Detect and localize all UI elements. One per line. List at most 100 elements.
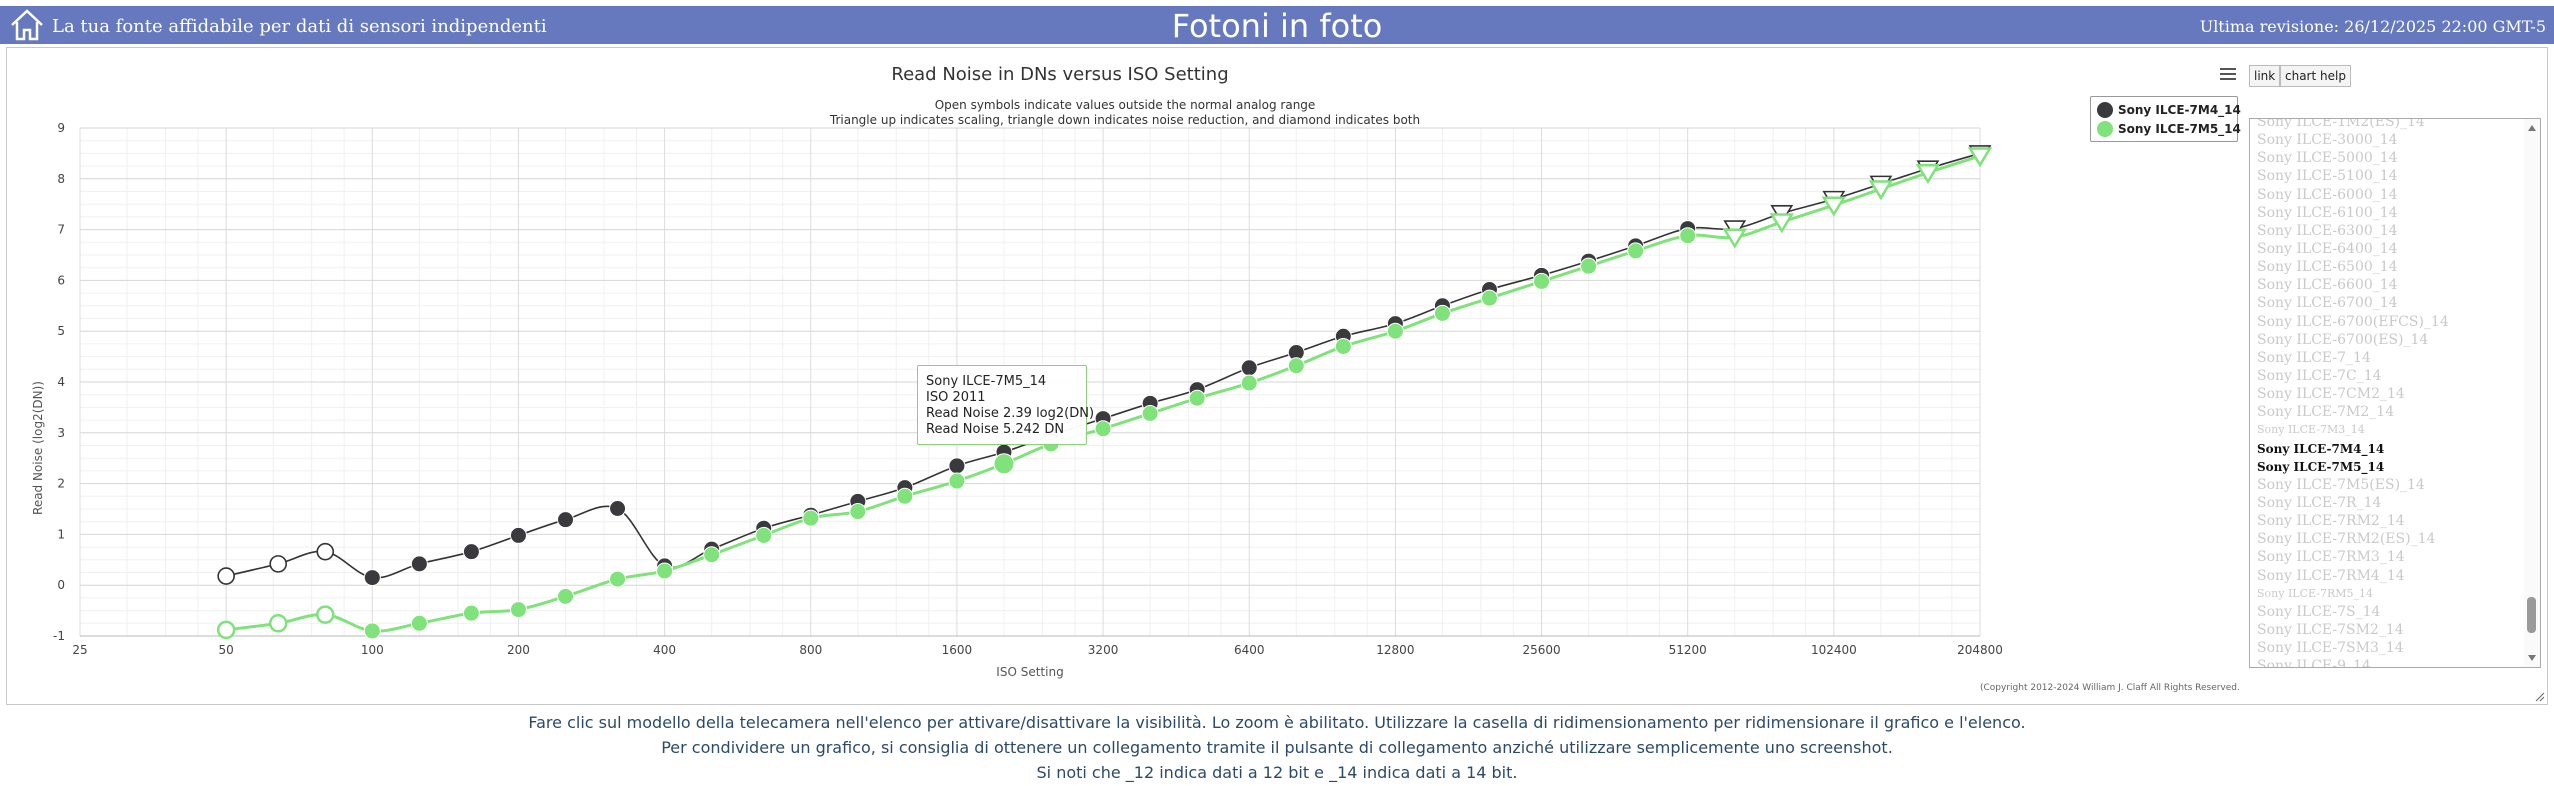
scroll-up-icon[interactable] <box>2527 123 2537 133</box>
data-point[interactable] <box>557 511 575 529</box>
data-point[interactable] <box>1480 289 1498 307</box>
site-title[interactable]: Fotoni in foto <box>1171 7 1383 45</box>
data-point[interactable] <box>1240 374 1258 392</box>
data-point-triangle[interactable] <box>1868 180 1894 201</box>
camera-list-item[interactable]: Sony ILCE-7RM4_14 <box>2257 567 2405 584</box>
data-point-triangle[interactable] <box>1915 163 1941 185</box>
data-point[interactable] <box>509 526 527 544</box>
camera-list-item[interactable]: Sony ILCE-7M3_14 <box>2257 423 2365 437</box>
camera-list-item[interactable]: Sony ILCE-7M4_14 <box>2257 441 2385 456</box>
data-point[interactable] <box>1240 359 1258 377</box>
data-point[interactable] <box>557 587 575 605</box>
data-point[interactable] <box>462 604 480 622</box>
camera-list-item[interactable]: Sony ILCE-6400_14 <box>2257 240 2398 257</box>
data-point[interactable] <box>363 569 381 587</box>
x-tick-label: 1600 <box>942 643 973 657</box>
scroll-thumb[interactable] <box>2527 597 2536 633</box>
camera-list-item[interactable]: Sony ILCE-7RM3_14 <box>2257 549 2405 566</box>
data-point[interactable] <box>755 526 773 544</box>
data-point[interactable] <box>1679 227 1697 245</box>
data-point[interactable] <box>1334 337 1352 355</box>
data-point-triangle[interactable] <box>1769 213 1795 234</box>
data-point[interactable] <box>609 499 627 517</box>
camera-list-item[interactable]: Sony ILCE-6000_14 <box>2257 186 2398 203</box>
data-point[interactable] <box>1141 404 1159 422</box>
camera-list-item[interactable]: Sony ILCE-6700(EFCS)_14 <box>2257 313 2449 330</box>
data-point[interactable] <box>1533 272 1551 290</box>
camera-list-item[interactable]: Sony ILCE-6700(ES)_14 <box>2257 331 2429 348</box>
data-point[interactable] <box>316 542 335 561</box>
camera-list-item[interactable]: Sony ILCE-6700_14 <box>2257 295 2398 312</box>
data-point[interactable] <box>268 614 288 633</box>
data-point[interactable] <box>217 567 235 585</box>
camera-list-item[interactable]: Sony ILCE-1M2(ES)_14 <box>2257 118 2425 130</box>
home-icon[interactable] <box>9 8 45 42</box>
data-point[interactable] <box>1433 304 1451 322</box>
x-tick-label: 400 <box>653 643 676 657</box>
data-point[interactable] <box>363 622 381 640</box>
camera-list-item[interactable]: Sony ILCE-7RM5_14 <box>2257 586 2374 600</box>
chart-help-button[interactable]: chart help <box>2280 65 2351 87</box>
hamburger-menu-icon[interactable] <box>2220 67 2236 81</box>
data-point[interactable] <box>656 562 674 580</box>
camera-list-item[interactable]: Sony ILCE-7CM2_14 <box>2257 386 2405 403</box>
data-point[interactable] <box>216 620 236 640</box>
tooltip-series: Sony ILCE-7M5_14 <box>926 374 1047 389</box>
data-point[interactable] <box>1386 322 1404 340</box>
data-point[interactable] <box>948 472 966 490</box>
chart-subtitle-line-2: Triangle up indicates scaling, triangle … <box>829 113 1421 127</box>
camera-list-item[interactable]: Sony ILCE-7RM2_14 <box>2257 513 2405 530</box>
camera-list-item[interactable]: Sony ILCE-6500_14 <box>2257 259 2398 276</box>
camera-list-item[interactable]: Sony ILCE-7RM2(ES)_14 <box>2257 531 2436 548</box>
data-point[interactable] <box>802 509 820 527</box>
data-point-triangle[interactable] <box>1821 196 1847 217</box>
camera-list[interactable]: Sony ILCE-1M2(ES)_14 Sony ILCE-3000_14 Son… <box>2249 118 2541 668</box>
data-point[interactable] <box>1627 242 1645 260</box>
legend-marker-icon <box>2097 102 2113 118</box>
data-point[interactable] <box>1094 420 1112 438</box>
data-point[interactable] <box>896 487 914 505</box>
camera-list-item[interactable]: Sony ILCE-3000_14 <box>2257 132 2398 149</box>
camera-list-item[interactable]: Sony ILCE-7M5_14 <box>2257 459 2385 474</box>
camera-list-item[interactable]: Sony ILCE-7_14 <box>2257 349 2371 366</box>
camera-list-item[interactable]: Sony ILCE-7R_14 <box>2257 494 2382 511</box>
data-point[interactable] <box>849 503 867 521</box>
resize-grip-icon[interactable] <box>2535 692 2545 702</box>
camera-list-scrollbar[interactable] <box>2524 119 2540 667</box>
data-point-triangle[interactable] <box>1967 147 1993 168</box>
legend-item-7m5[interactable]: Sony ILCE-7M5_14 <box>2097 120 2241 138</box>
data-point[interactable] <box>1580 257 1598 275</box>
link-button[interactable]: link <box>2249 65 2281 87</box>
x-tick-label: 3200 <box>1088 643 1119 657</box>
camera-list-item[interactable]: Sony ILCE-7M5(ES)_14 <box>2257 476 2425 493</box>
camera-list-item[interactable]: Sony ILCE-7S_14 <box>2257 603 2381 620</box>
data-point[interactable] <box>509 601 527 619</box>
data-point[interactable] <box>703 546 721 564</box>
camera-list-item[interactable]: Sony ILCE-7M2_14 <box>2257 404 2395 421</box>
data-point[interactable] <box>609 570 627 588</box>
camera-list-item[interactable]: Sony ILCE-9_14 <box>2257 658 2371 668</box>
scroll-down-icon[interactable] <box>2527 653 2537 663</box>
data-point[interactable] <box>1287 357 1305 375</box>
data-point[interactable] <box>410 614 428 632</box>
data-point[interactable] <box>993 453 1015 475</box>
camera-list-item[interactable]: Sony ILCE-6100_14 <box>2257 204 2398 221</box>
camera-list-item[interactable]: Sony ILCE-5100_14 <box>2257 168 2398 185</box>
camera-list-item[interactable]: Sony ILCE-7SM3_14 <box>2257 640 2404 657</box>
data-point[interactable] <box>1188 389 1206 407</box>
data-point[interactable] <box>462 543 480 561</box>
data-point[interactable] <box>269 555 288 573</box>
camera-list-item[interactable]: Sony ILCE-5000_14 <box>2257 150 2398 167</box>
camera-list-item[interactable]: Sony ILCE-7C_14 <box>2257 367 2382 384</box>
data-point-triangle[interactable] <box>1722 228 1747 249</box>
revision-date: Ultima revisione: 26/12/2025 22:00 GMT-5 <box>2199 17 2546 36</box>
data-point[interactable] <box>948 457 966 475</box>
data-point[interactable] <box>410 555 428 573</box>
x-tick-label: 800 <box>799 643 822 657</box>
camera-list-item[interactable]: Sony ILCE-6600_14 <box>2257 277 2398 294</box>
camera-list-item[interactable]: Sony ILCE-6300_14 <box>2257 222 2398 239</box>
camera-list-item[interactable]: Sony ILCE-7SM2_14 <box>2257 621 2404 638</box>
data-point[interactable] <box>316 605 335 624</box>
legend-item-7m4[interactable]: Sony ILCE-7M4_14 <box>2097 101 2241 119</box>
